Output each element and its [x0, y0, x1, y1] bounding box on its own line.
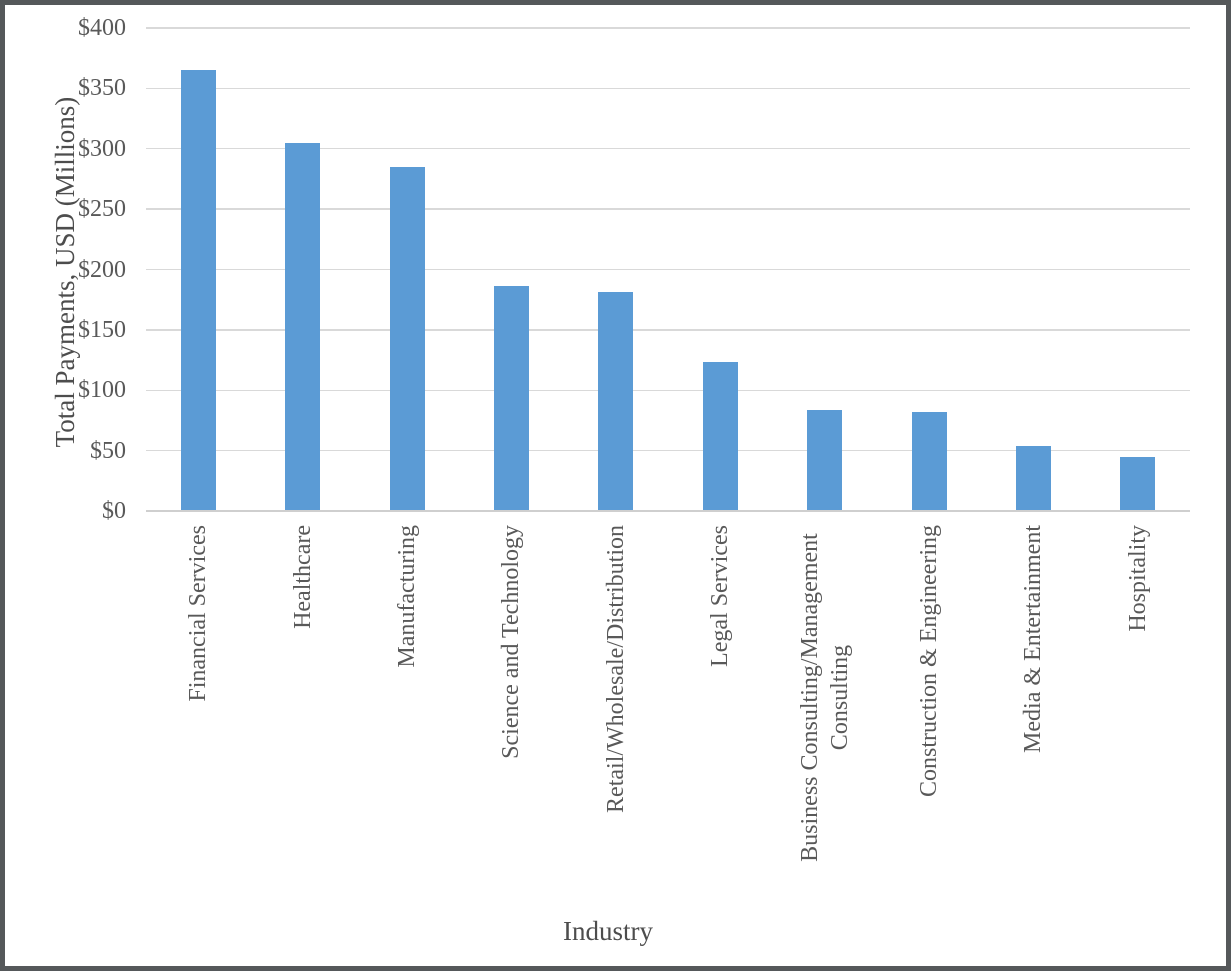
x-axis-category-label: Financial Services	[185, 525, 212, 702]
x-axis-title-label: Industry	[563, 916, 653, 946]
bar-media-entertainment	[1015, 445, 1051, 510]
gridline	[146, 148, 1190, 150]
x-axis-category-label-box: Healthcare	[288, 525, 318, 913]
bar-financial-services	[180, 70, 216, 510]
x-axis-category-label: Retail/Wholesale/Distribution	[602, 525, 629, 813]
bar-healthcare	[285, 142, 321, 510]
x-axis-category-label: Hospitality	[1124, 525, 1151, 632]
y-axis-tick-label: $100	[78, 377, 126, 404]
x-axis-category-label: Manufacturing	[394, 525, 420, 668]
y-axis-tick-label: $50	[90, 437, 126, 464]
y-axis-tick-label: $400	[78, 15, 126, 41]
x-axis-category-label-box: Business Consulting/Management Consultin…	[795, 525, 855, 913]
x-axis-title: Industry	[308, 912, 908, 950]
x-axis-category-label: Media & Entertainment	[1020, 525, 1047, 753]
gridline	[146, 449, 1190, 452]
gridline	[146, 329, 1190, 331]
bar-science-and-technology	[493, 286, 529, 510]
gridline	[146, 208, 1190, 210]
x-axis-category-label-box: Science and Technology	[496, 525, 526, 913]
x-axis-category-label-box: Construction & Engineering	[914, 525, 944, 913]
gridline	[146, 87, 1190, 90]
bar-construction-engineering	[911, 411, 947, 510]
gridline	[146, 389, 1190, 391]
x-axis-category-label-box: Hospitality	[1123, 525, 1153, 913]
x-axis-category-label-box: Legal Services	[705, 525, 735, 913]
y-axis-tick-label: $250	[78, 196, 126, 223]
bar-hospitality	[1120, 456, 1156, 510]
x-axis-line	[146, 509, 1190, 512]
gridline	[146, 268, 1190, 271]
bar-business-consulting-management-consulting	[807, 409, 843, 510]
bar-retail-wholesale-distribution	[598, 292, 634, 510]
x-axis-category-label: Legal Services	[707, 525, 734, 667]
gridline	[146, 27, 1190, 29]
x-axis-category-label: Construction & Engineering	[916, 525, 942, 797]
bar-manufacturing	[389, 166, 425, 510]
y-axis-tick-label: $150	[78, 316, 126, 343]
y-axis-tick-label: $300	[78, 135, 126, 162]
y-axis-tick-label: $200	[78, 256, 126, 283]
x-axis-category-label-box: Retail/Wholesale/Distribution	[601, 525, 631, 913]
x-axis-category-label: Business Consulting/Management Consultin…	[796, 533, 853, 862]
x-axis-category-label-box: Media & Entertainment	[1018, 525, 1048, 913]
y-axis-tick-label: $350	[78, 75, 126, 102]
x-axis-category-label: Healthcare	[289, 525, 316, 629]
bar-legal-services	[702, 362, 738, 510]
x-axis-category-label-box: Manufacturing	[392, 525, 422, 913]
y-axis-tick-label: $0	[102, 498, 126, 524]
x-axis-category-label-box: Financial Services	[183, 525, 213, 913]
x-axis-category-label: Science and Technology	[498, 525, 525, 759]
